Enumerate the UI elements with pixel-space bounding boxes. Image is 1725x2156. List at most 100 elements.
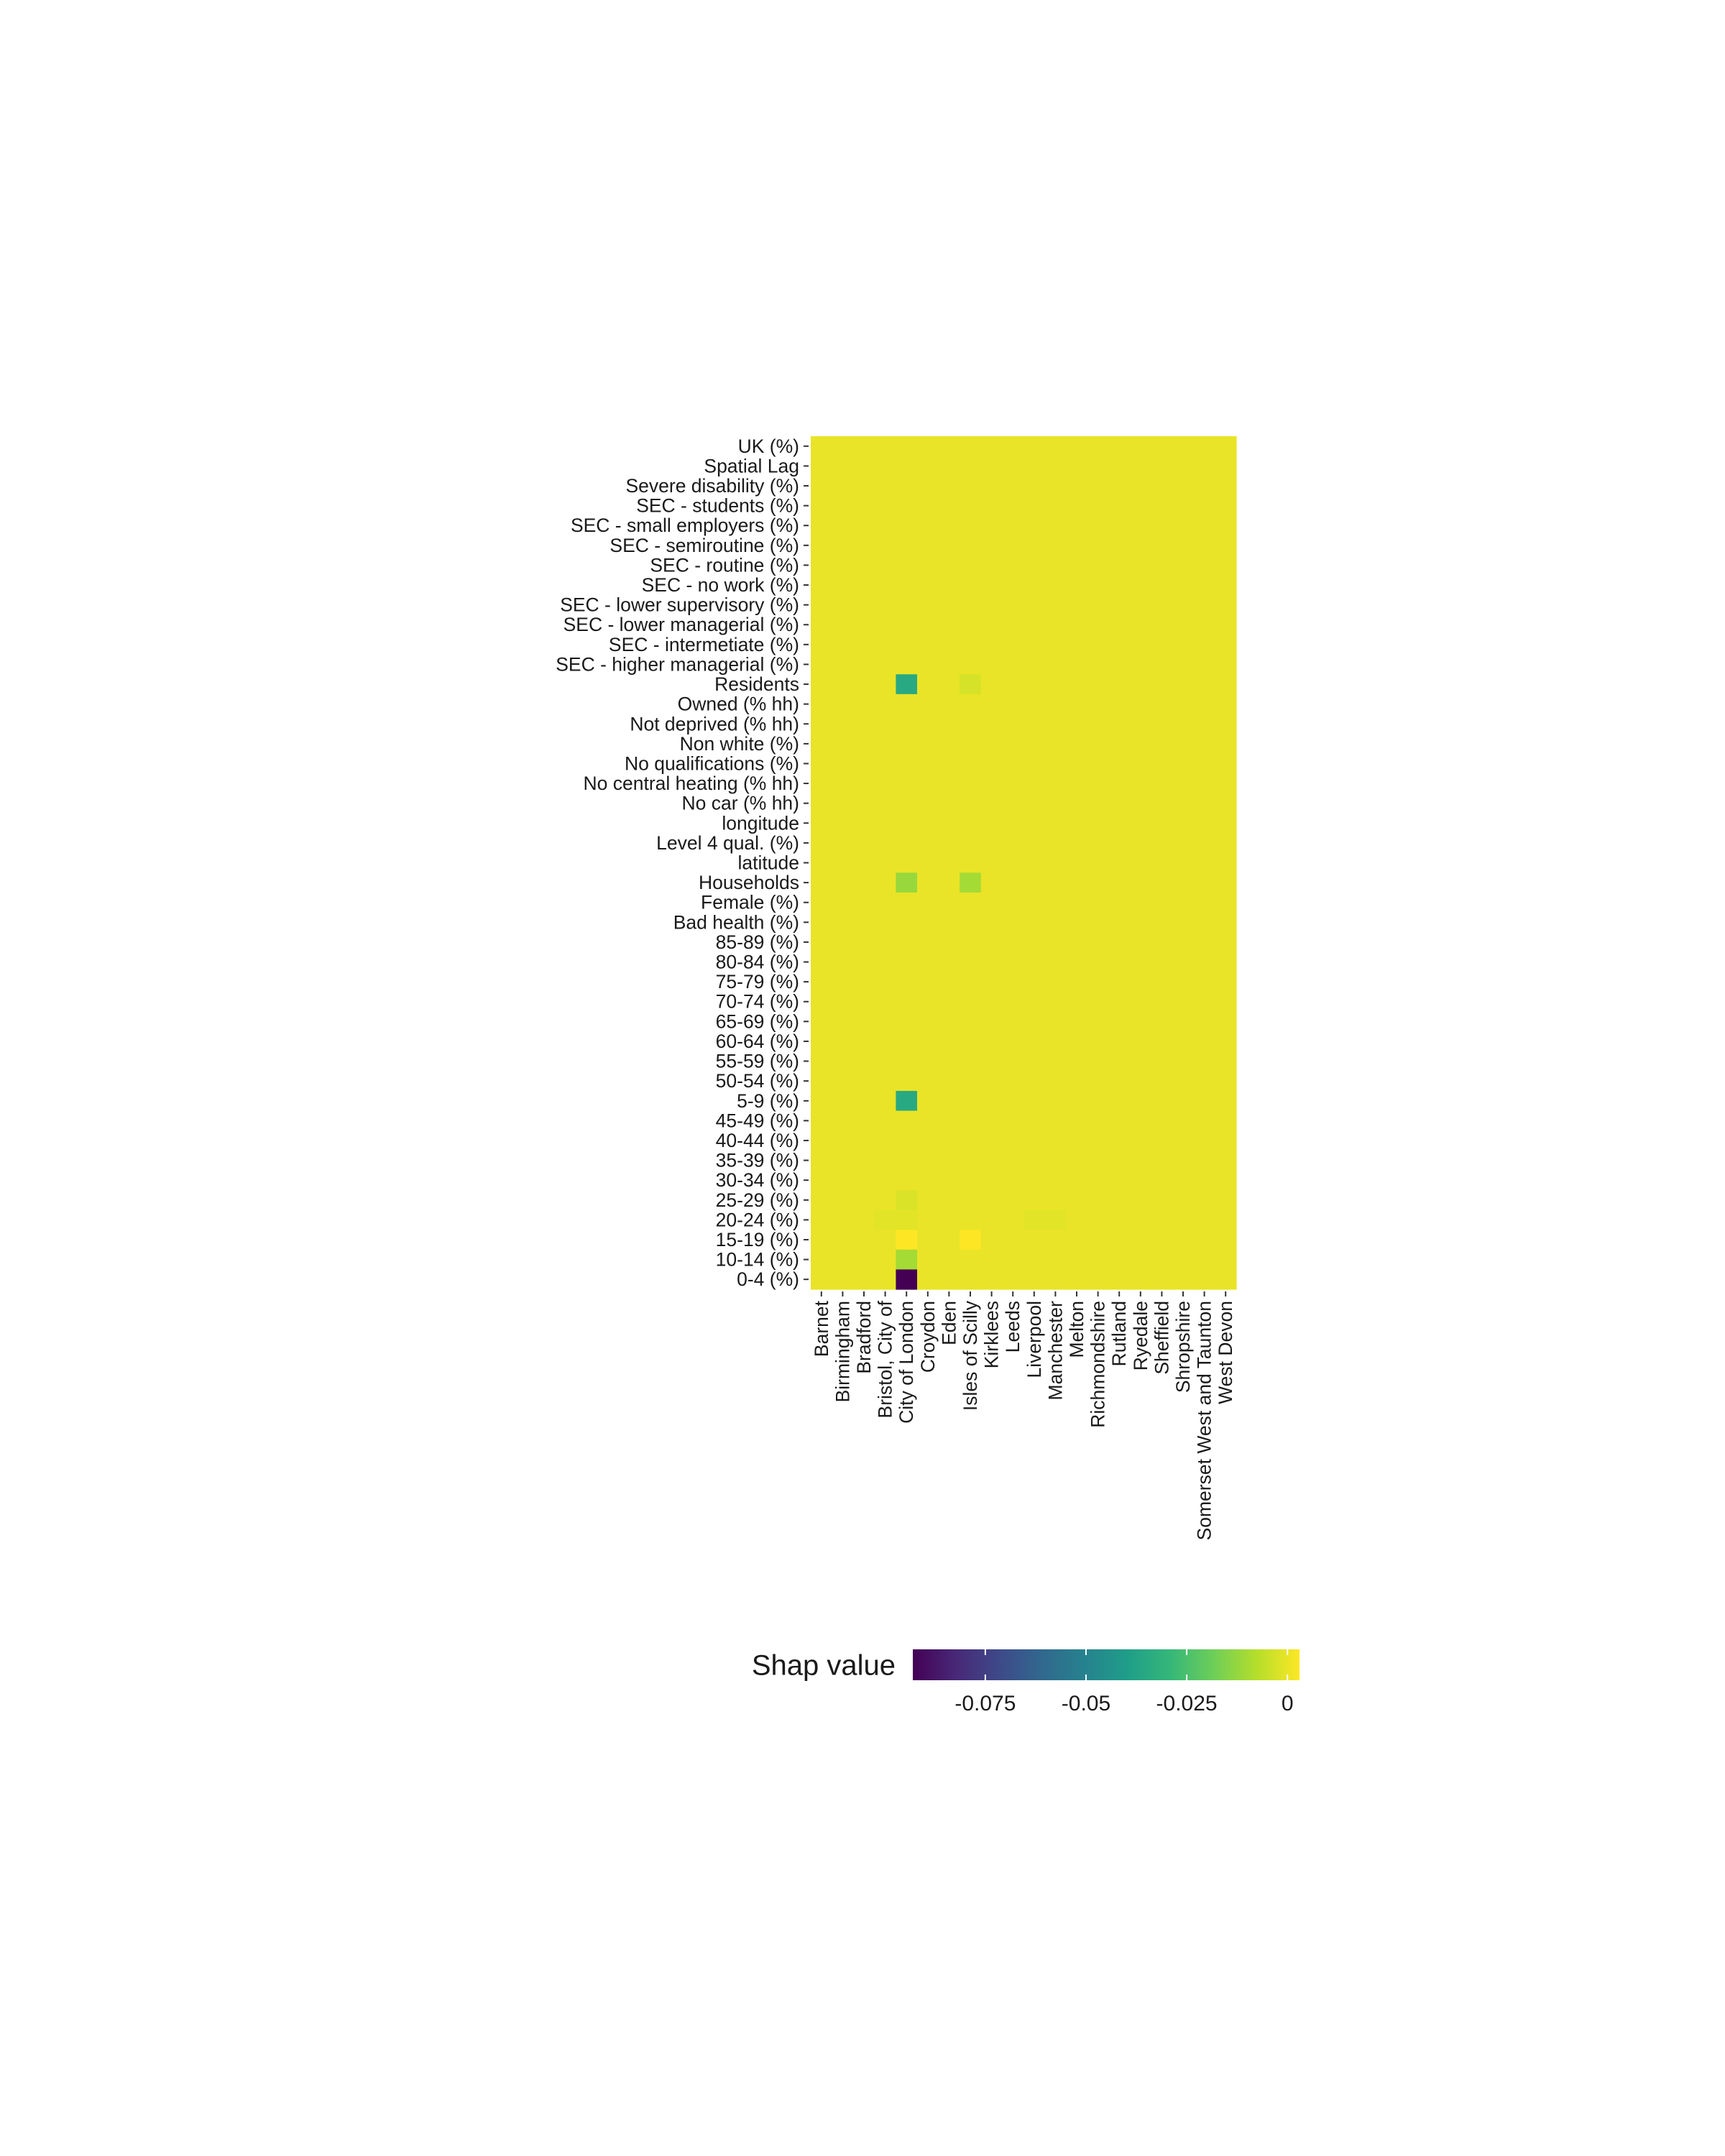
- heatmap-cell: [917, 1110, 939, 1131]
- heatmap-cell: [960, 614, 982, 635]
- heatmap-cell: [896, 1150, 918, 1171]
- heatmap-cell: [811, 1071, 833, 1092]
- heatmap-cell: [1108, 892, 1131, 913]
- heatmap-cell: [811, 635, 833, 655]
- heatmap-cell: [1024, 714, 1046, 734]
- y-tick-label: SEC - semiroutine (%): [610, 535, 799, 556]
- heatmap-cell: [1066, 852, 1088, 873]
- heatmap-cell: [980, 912, 1003, 933]
- heatmap-cell: [938, 594, 960, 616]
- heatmap-cell: [1215, 635, 1237, 655]
- heatmap-cell: [1066, 476, 1088, 497]
- heatmap-cell: [1044, 872, 1067, 893]
- heatmap-cell: [1151, 753, 1173, 774]
- heatmap-cell: [853, 495, 875, 517]
- heatmap-cell: [1024, 535, 1046, 556]
- heatmap-cell: [1151, 1090, 1173, 1112]
- heatmap-cell: [874, 714, 896, 734]
- heatmap-cell: [960, 892, 982, 913]
- heatmap-cell: [1108, 476, 1131, 497]
- heatmap-cell: [1193, 753, 1215, 774]
- heatmap-cell: [832, 932, 854, 953]
- heatmap-cell: [1151, 1189, 1173, 1211]
- heatmap-cell: [1066, 932, 1088, 953]
- heatmap-cell: [1066, 1170, 1088, 1191]
- heatmap-cell: [874, 972, 896, 992]
- heatmap-cell: [896, 833, 918, 854]
- heatmap-cell: [1066, 1031, 1088, 1052]
- heatmap-cell: [1087, 1110, 1109, 1131]
- heatmap-cell: [980, 535, 1003, 556]
- heatmap-cell: [1172, 852, 1195, 873]
- heatmap-cell: [874, 635, 896, 655]
- heatmap-cell: [1108, 932, 1131, 953]
- y-tick-label: 10-14 (%): [716, 1249, 799, 1271]
- heatmap-cell: [1087, 1090, 1109, 1112]
- heatmap-cell: [1151, 1110, 1173, 1131]
- heatmap-cell: [1130, 714, 1152, 734]
- x-tick-label: Shropshire: [1172, 1301, 1194, 1393]
- heatmap-cell: [960, 991, 982, 1013]
- heatmap-cell: [832, 1130, 854, 1151]
- heatmap-cell: [917, 654, 939, 675]
- heatmap-cell: [1130, 952, 1152, 972]
- colorbar-legend: Shap value -0.075 -0.05 -0.025 0: [752, 1649, 1300, 1715]
- heatmap-cell: [874, 1011, 896, 1032]
- heatmap-cell: [1024, 1130, 1046, 1151]
- heatmap-cell: [811, 456, 833, 476]
- heatmap-cell: [832, 1071, 854, 1092]
- heatmap-cell: [1172, 1150, 1195, 1171]
- heatmap-cell: [1215, 495, 1237, 517]
- heatmap-cell: [1087, 952, 1109, 972]
- heatmap-cell: [832, 495, 854, 517]
- heatmap-cell: [853, 694, 875, 715]
- heatmap-cell: [938, 476, 960, 497]
- heatmap-cell: [896, 872, 918, 893]
- heatmap-cell: [1193, 1051, 1215, 1072]
- heatmap-cell: [1193, 813, 1215, 834]
- heatmap-cell: [1215, 1051, 1237, 1072]
- heatmap-cell: [853, 972, 875, 992]
- heatmap-cell: [1044, 555, 1067, 576]
- heatmap-cell: [1024, 1090, 1046, 1112]
- heatmap-cell: [1193, 1189, 1215, 1211]
- heatmap-cell: [853, 1210, 875, 1230]
- heatmap-cell: [1002, 1051, 1024, 1072]
- heatmap-cell: [874, 535, 896, 556]
- heatmap-cell: [1193, 456, 1215, 476]
- heatmap-cell: [1215, 1269, 1237, 1290]
- heatmap-cell: [896, 1189, 918, 1211]
- heatmap-cell: [938, 753, 960, 774]
- heatmap-cell: [1172, 614, 1195, 635]
- heatmap-cell: [1002, 872, 1024, 893]
- heatmap-cell: [1024, 495, 1046, 517]
- heatmap-cell: [832, 852, 854, 873]
- heatmap-cell: [1087, 654, 1109, 675]
- heatmap-cell: [917, 892, 939, 913]
- heatmap-cell: [1130, 972, 1152, 992]
- heatmap-cell: [938, 674, 960, 695]
- heatmap-cell: [980, 694, 1003, 715]
- heatmap-cell: [832, 1031, 854, 1052]
- heatmap-cell: [917, 991, 939, 1013]
- heatmap-cell: [1002, 773, 1024, 794]
- heatmap-cell: [853, 594, 875, 616]
- heatmap-cell: [1215, 1130, 1237, 1151]
- heatmap-cell: [874, 575, 896, 596]
- heatmap-cell: [1151, 1210, 1173, 1230]
- y-tick-label: UK (%): [738, 436, 799, 457]
- heatmap-cell: [1044, 654, 1067, 675]
- heatmap-cell: [853, 892, 875, 913]
- heatmap-cell: [1108, 1170, 1131, 1191]
- heatmap-cell: [1066, 1189, 1088, 1211]
- heatmap-cell: [1151, 1150, 1173, 1171]
- heatmap-cell: [1130, 1150, 1152, 1171]
- heatmap-cell: [917, 1071, 939, 1092]
- heatmap-cell: [1087, 991, 1109, 1013]
- heatmap-cell: [960, 793, 982, 814]
- heatmap-cell: [1108, 734, 1131, 755]
- heatmap-cell: [1172, 575, 1195, 596]
- heatmap-cell: [1066, 734, 1088, 755]
- heatmap-cell: [960, 773, 982, 794]
- heatmap-cell: [1151, 1051, 1173, 1072]
